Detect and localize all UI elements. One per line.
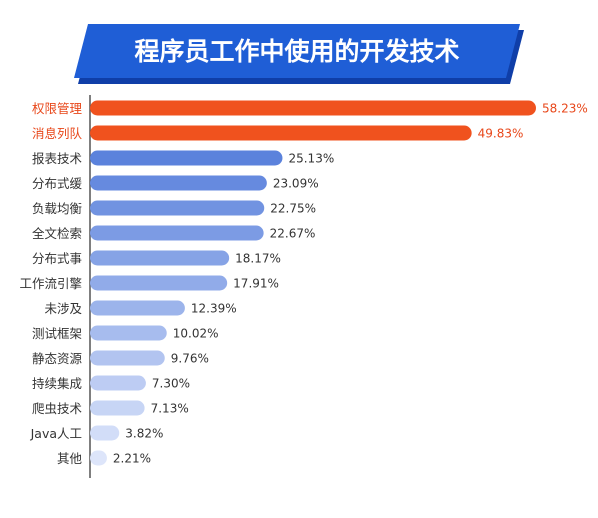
value-label: 10.02% <box>173 327 219 341</box>
value-label: 25.13% <box>288 152 334 166</box>
value-label: 7.13% <box>151 402 189 416</box>
category-label: 爬虫技术 <box>32 401 83 416</box>
bar <box>90 250 230 266</box>
category-label: 消息列队 <box>32 126 83 141</box>
category-label: 静态资源 <box>32 351 83 366</box>
bar <box>90 400 145 416</box>
category-label: 其他 <box>57 451 83 466</box>
bar <box>90 100 536 116</box>
category-label: Java人工 <box>30 426 82 441</box>
value-label: 49.83% <box>478 127 524 141</box>
bar <box>90 325 167 341</box>
bar <box>90 175 267 191</box>
bar <box>90 150 283 166</box>
bar <box>90 275 228 291</box>
category-label: 负载均衡 <box>32 201 82 216</box>
value-label: 23.09% <box>273 177 319 191</box>
value-label: 22.75% <box>270 202 316 216</box>
category-label: 分布式事 <box>32 251 82 266</box>
value-labels: 58.23% 49.83% 25.13% 23.09% 22.75% 22.67% 18.1… <box>113 102 588 466</box>
value-label: 22.67% <box>270 227 316 241</box>
value-label: 58.23% <box>542 102 588 116</box>
category-label: 报表技术 <box>32 151 83 166</box>
title-banner-body <box>74 24 520 78</box>
value-label: 3.82% <box>125 427 163 441</box>
category-label: 持续集成 <box>32 376 82 391</box>
title-banner: 程序员工作中使用的开发技术 <box>74 24 524 84</box>
category-label: 全文检索 <box>32 226 82 241</box>
bar <box>90 375 146 391</box>
category-label: 工作流引擎 <box>19 276 82 291</box>
bars <box>90 100 536 466</box>
category-labels: 权限管理消息列队报表技术分布式缓负载均衡全文检索分布式事工作流引擎未涉及测试框架… <box>19 101 82 466</box>
category-label: 分布式缓 <box>32 176 83 191</box>
value-label: 9.76% <box>171 352 209 366</box>
bar <box>90 350 165 366</box>
chart-title: 程序员工作中使用的开发技术 <box>134 37 459 66</box>
value-label: 12.39% <box>191 302 237 316</box>
value-label: 7.30% <box>152 377 190 391</box>
bar <box>90 200 265 216</box>
value-label: 18.17% <box>235 252 281 266</box>
bar <box>90 450 107 466</box>
value-label: 17.91% <box>233 277 279 291</box>
bar <box>90 125 472 141</box>
bar <box>90 225 264 241</box>
category-label: 权限管理 <box>32 101 83 116</box>
bar <box>90 425 120 441</box>
category-label: 测试框架 <box>32 326 82 341</box>
category-label: 未涉及 <box>44 301 82 316</box>
bar <box>90 300 185 316</box>
value-label: 2.21% <box>113 452 151 466</box>
